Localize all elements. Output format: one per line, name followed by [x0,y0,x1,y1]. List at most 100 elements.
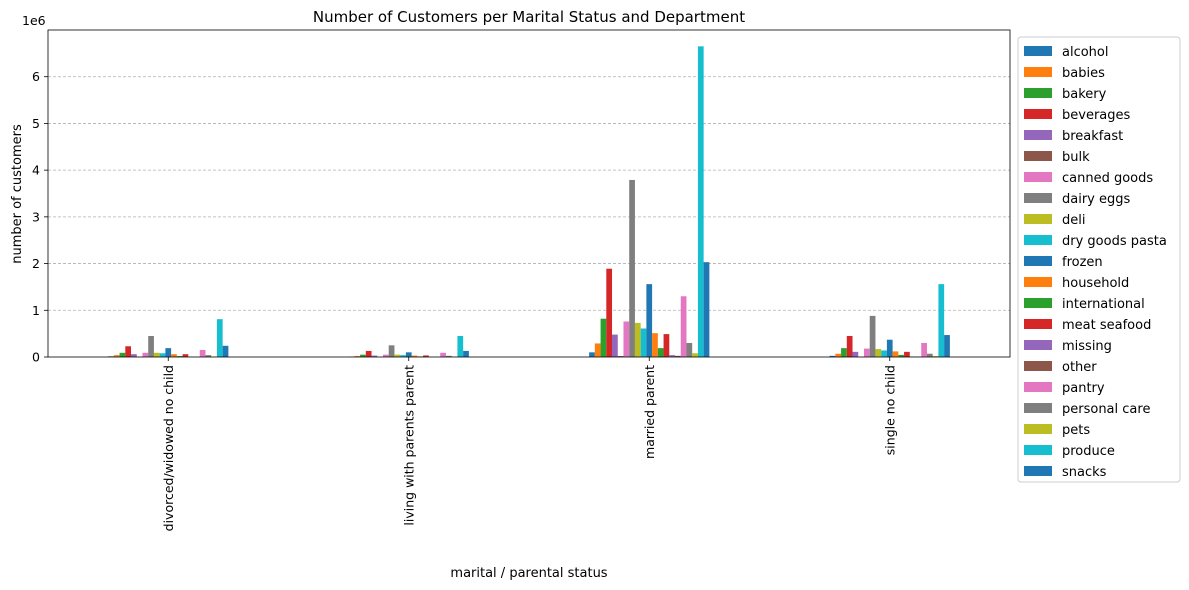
bar [669,355,676,357]
legend-label: breakfast [1062,129,1123,144]
bar [119,352,126,357]
legend-label: personal care [1062,402,1150,417]
legend-swatch [1024,235,1052,245]
legend-swatch [1024,298,1052,308]
y-tick-label: 4 [32,163,40,178]
legend-label: other [1062,360,1097,375]
legend-label: missing [1062,339,1112,354]
bar [113,355,120,357]
legend-label: deli [1062,213,1085,228]
legend-swatch [1024,46,1052,56]
x-tick-label: living with parents parent [401,365,416,526]
bar [405,352,412,357]
legend-swatch [1024,466,1052,476]
bar [411,355,418,357]
bar [852,351,859,357]
legend-swatch [1024,277,1052,287]
bar [841,348,847,357]
chart-title: Number of Customers per Marital Status a… [313,8,745,26]
bar [457,335,464,357]
bar [423,355,429,357]
legend-swatch [1024,445,1052,455]
y-tick-label: 3 [32,209,40,224]
bar [589,352,595,357]
legend-label: canned goods [1062,171,1153,186]
x-tick-label: divorced/widowed no child [161,365,176,531]
legend-swatch [1024,319,1052,329]
bar [606,268,613,357]
bar [634,322,641,357]
legend-label: produce [1062,444,1115,459]
bar [382,354,389,357]
bar [697,46,704,357]
bar [365,350,372,357]
bar [686,342,693,357]
bar [932,356,939,357]
bar [898,354,905,357]
bar [148,335,154,357]
bar [388,345,395,357]
bar [640,328,647,357]
legend-label: babies [1062,66,1105,81]
bar [875,349,882,357]
bar [703,262,710,357]
legend-swatch [1024,130,1052,140]
plot-frame [47,29,1011,358]
legend-swatch [1024,361,1052,371]
bar [612,334,618,357]
legend-swatch [1024,151,1052,161]
bar [125,346,132,357]
bar [657,348,664,357]
bar [142,352,149,357]
y-tick-label: 6 [32,69,40,84]
bar [463,350,469,357]
y-tick-label: 0 [32,350,40,365]
x-axis-label: marital / parental status [450,566,607,581]
legend-label: pantry [1062,381,1105,396]
bar [153,352,160,357]
legend-swatch [1024,382,1052,392]
bar [617,356,624,357]
bar [171,354,177,357]
bar [663,334,670,357]
bar [944,335,950,357]
legend-swatch [1024,109,1052,119]
legend: alcohol babies bakery beverages breakfast bul… [1017,36,1181,483]
axes-layer: 0 1 2 3 4 5 6 divorced/widowed no child living w… [32,29,1011,531]
y-axis-label: number of customers [10,124,25,264]
bar [892,351,899,357]
bar [440,352,446,357]
legend-swatch [1024,340,1052,350]
legend-swatch [1024,403,1052,413]
legend-swatch [1024,424,1052,434]
bar [445,355,452,357]
x-tick-label: married parent [642,365,657,459]
y-tick-label: 2 [32,256,40,271]
bar [921,342,927,357]
y-tick-label: 1 [32,303,40,318]
legend-label: snacks [1062,465,1107,480]
bar [675,355,681,357]
y-tick-label: 5 [32,116,40,131]
bar [371,355,378,357]
legend-swatch [1024,193,1052,203]
bar [829,355,836,357]
legend-swatch [1024,172,1052,182]
legend-label: dairy eggs [1062,192,1131,207]
bar [629,179,635,357]
bar [131,354,137,357]
bar [904,351,910,357]
bar [835,353,842,357]
legend-label: household [1062,276,1129,291]
grid-layer [48,76,1010,311]
bar [354,356,361,357]
legend-frame [1017,36,1181,483]
bars-layer [108,46,950,357]
bar [360,354,366,357]
bar [652,333,658,357]
bar [159,353,166,357]
legend-swatch [1024,88,1052,98]
bar [926,353,933,357]
bar [886,339,893,357]
